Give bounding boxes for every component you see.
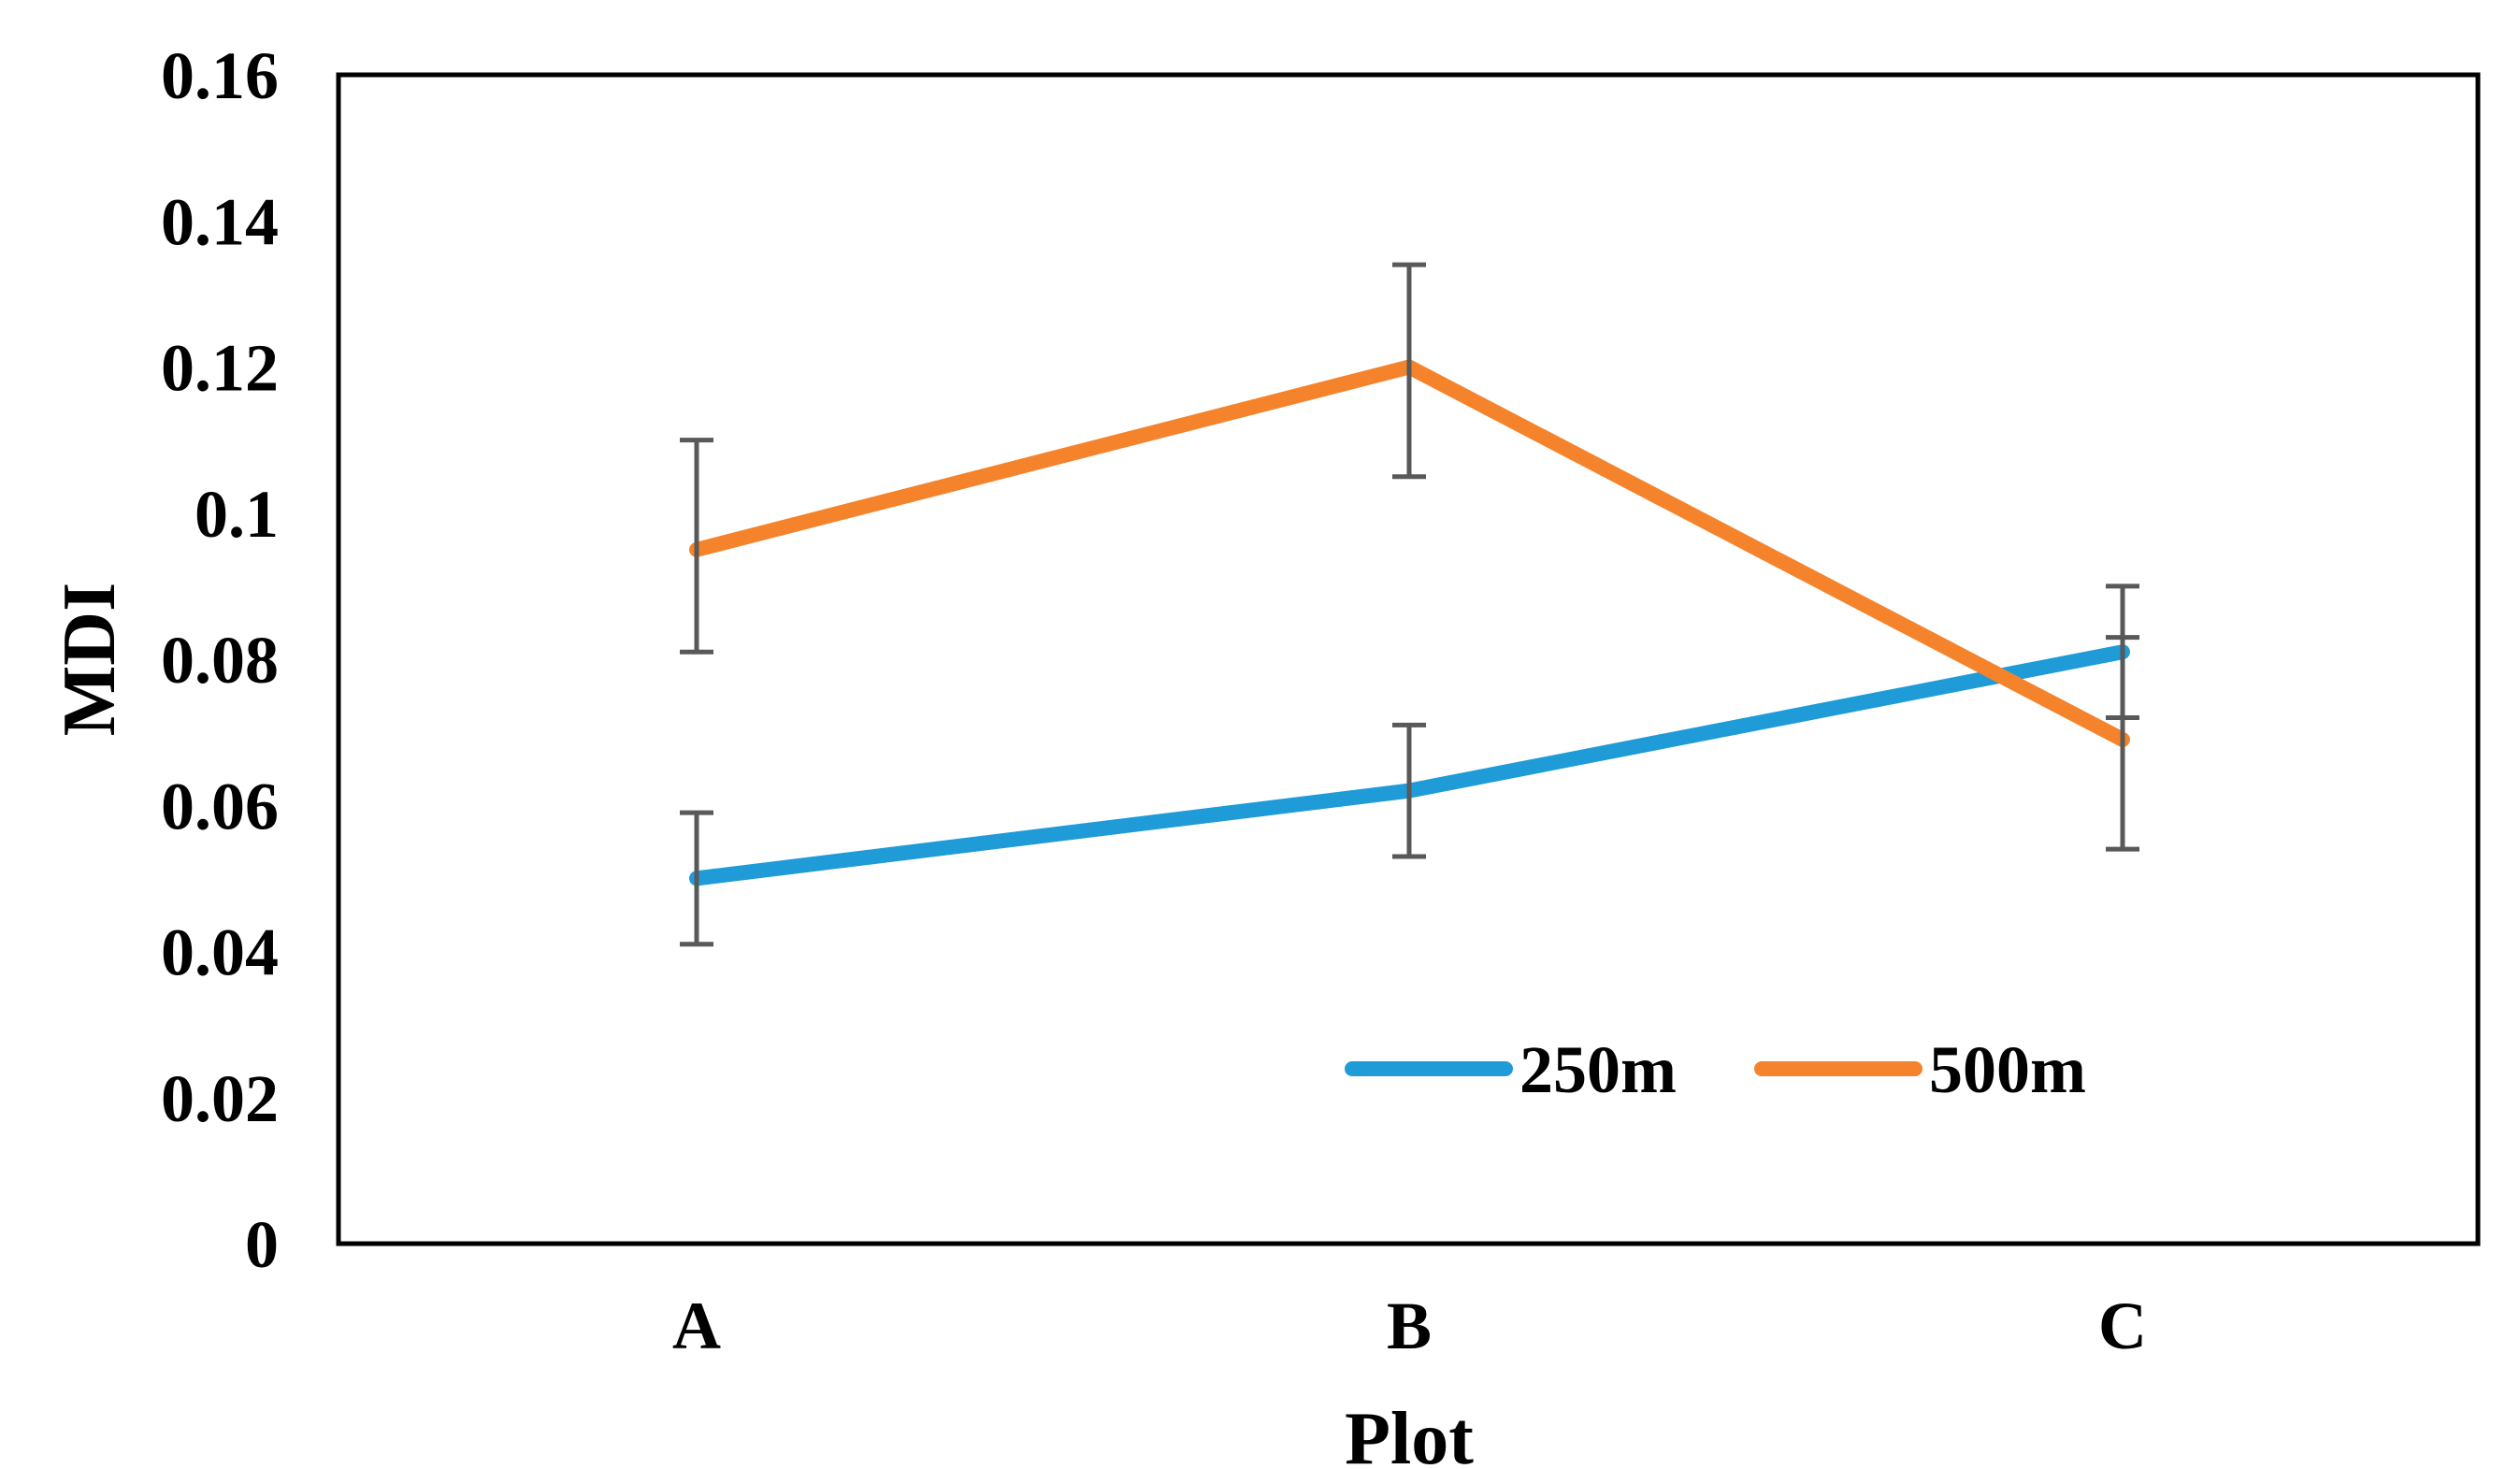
error-bar-500m-A — [680, 438, 713, 655]
x-axis-title: Plot — [1345, 1398, 1474, 1469]
legend-item-250m: 250m — [1345, 1032, 1677, 1107]
y-tick-label: 0.02 — [161, 1061, 279, 1136]
error-bar-250m-A — [680, 810, 713, 947]
y-tick-label: 0.06 — [161, 769, 279, 843]
x-tick-label: C — [2098, 1289, 2147, 1363]
y-tick-label: 0.04 — [161, 915, 279, 990]
y-tick-label: 0.12 — [161, 331, 279, 406]
errorbar-layer — [680, 262, 2139, 947]
legend: 250m 500m — [1345, 1032, 2086, 1107]
y-tick-label: 0 — [245, 1207, 279, 1282]
x-tick-label: A — [672, 1289, 721, 1363]
y-tick-label: 0.16 — [161, 38, 279, 113]
y-axis-ticks: 0 0.02 0.04 0.06 0.08 0.1 0.12 0.14 0.16 — [161, 38, 279, 1282]
legend-item-500m: 500m — [1754, 1032, 2086, 1107]
y-tick-label: 0.1 — [194, 477, 279, 552]
x-axis-ticks: A B C — [672, 1289, 2147, 1363]
x-tick-label: B — [1387, 1289, 1432, 1363]
error-bar-500m-B — [1392, 262, 1426, 480]
error-bar-250m-B — [1392, 722, 1426, 859]
legend-label: 250m — [1519, 1032, 1677, 1107]
y-tick-label: 0.08 — [161, 623, 279, 698]
plot-area-frame — [336, 72, 2481, 1246]
y-tick-label: 0.14 — [161, 184, 279, 259]
y-axis-title: MDI — [49, 583, 131, 736]
legend-label: 500m — [1929, 1032, 2086, 1107]
error-bar-500m-C — [2106, 635, 2139, 852]
